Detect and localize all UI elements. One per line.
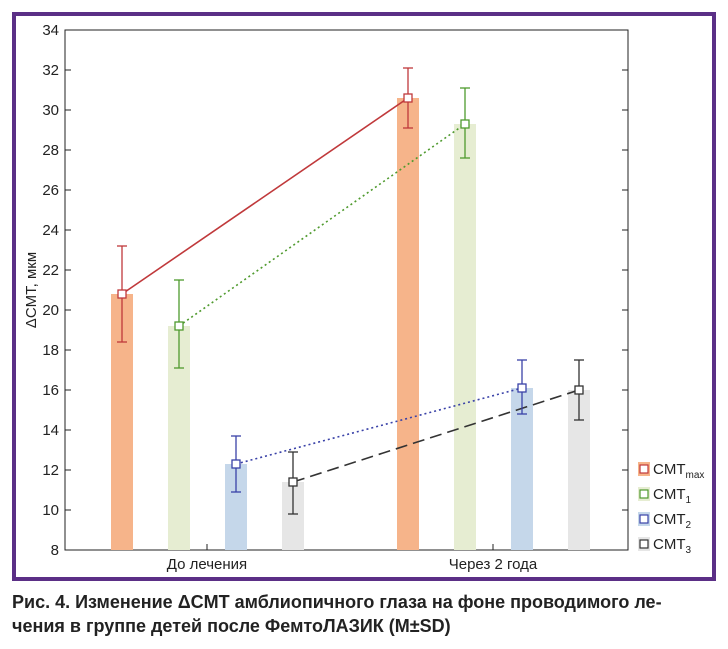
series-line-cmt3 bbox=[292, 389, 580, 483]
point-cmt2 bbox=[517, 383, 527, 393]
y-tick-label: 20 bbox=[42, 302, 59, 319]
y-tick-label: 16 bbox=[42, 382, 59, 399]
bar-cmt2 bbox=[225, 464, 247, 550]
y-tick-label: 32 bbox=[42, 62, 59, 79]
y-axis-label: ΔCMT, мкм bbox=[23, 252, 40, 328]
point-cmtmax bbox=[117, 289, 127, 299]
caption-line-2: чения в группе детей после ФемтоЛАЗИК (M… bbox=[12, 616, 451, 636]
point-cmt1 bbox=[174, 321, 184, 331]
point-cmt3 bbox=[574, 385, 584, 395]
bar-cmt3 bbox=[282, 482, 304, 550]
y-tick-label: 24 bbox=[42, 222, 59, 239]
series-line-cmtmax bbox=[121, 97, 409, 295]
plot-area bbox=[64, 29, 629, 551]
y-tick-label: 18 bbox=[42, 342, 59, 359]
legend-marker bbox=[639, 514, 649, 524]
bar-cmt2 bbox=[511, 388, 533, 550]
point-cmt1 bbox=[460, 119, 470, 129]
legend-label-cmt1: CMT1 bbox=[653, 486, 692, 506]
bar-cmt1 bbox=[454, 124, 476, 550]
bar-cmtmax bbox=[397, 98, 419, 550]
y-tick-label: 34 bbox=[42, 22, 59, 39]
y-tick-label: 28 bbox=[42, 142, 59, 159]
chart: 8 10 12 14 16 18 20 22 24 26 28 30 32 34 ΔCMT, мкм До л… bbox=[23, 22, 704, 573]
series-line-cmt2 bbox=[235, 387, 523, 465]
legend-marker bbox=[639, 539, 649, 549]
figure-caption: Рис. 4. Изменение ΔCMT амблиопичного гла… bbox=[12, 590, 716, 638]
y-tick-label: 26 bbox=[42, 182, 59, 199]
y-tick-label: 8 bbox=[51, 542, 59, 559]
series-line-cmt1 bbox=[178, 123, 466, 327]
bar-cmt1 bbox=[168, 326, 190, 550]
point-cmt2 bbox=[231, 459, 241, 469]
caption-line-1: Рис. 4. Изменение ΔCMT амблиопичного гла… bbox=[12, 592, 662, 612]
legend-label-cmt2: CMT2 bbox=[653, 511, 692, 531]
y-tick-label: 12 bbox=[42, 462, 59, 479]
bar-cmtmax bbox=[111, 294, 133, 550]
x-tick-label: Через 2 года bbox=[449, 556, 538, 573]
point-cmtmax bbox=[403, 93, 413, 103]
legend-label-cmtmax: CMTmax bbox=[653, 461, 704, 481]
x-tick-label: До лечения bbox=[167, 556, 247, 573]
legend-marker bbox=[639, 464, 649, 474]
bar-cmt3 bbox=[568, 390, 590, 550]
y-tick-label: 22 bbox=[42, 262, 59, 279]
legend-label-cmt3: CMT3 bbox=[653, 536, 692, 556]
y-tick-label: 10 bbox=[42, 502, 59, 519]
legend-marker bbox=[639, 489, 649, 499]
y-tick-label: 14 bbox=[42, 422, 59, 439]
point-cmt3 bbox=[288, 477, 298, 487]
y-tick-label: 30 bbox=[42, 102, 59, 119]
